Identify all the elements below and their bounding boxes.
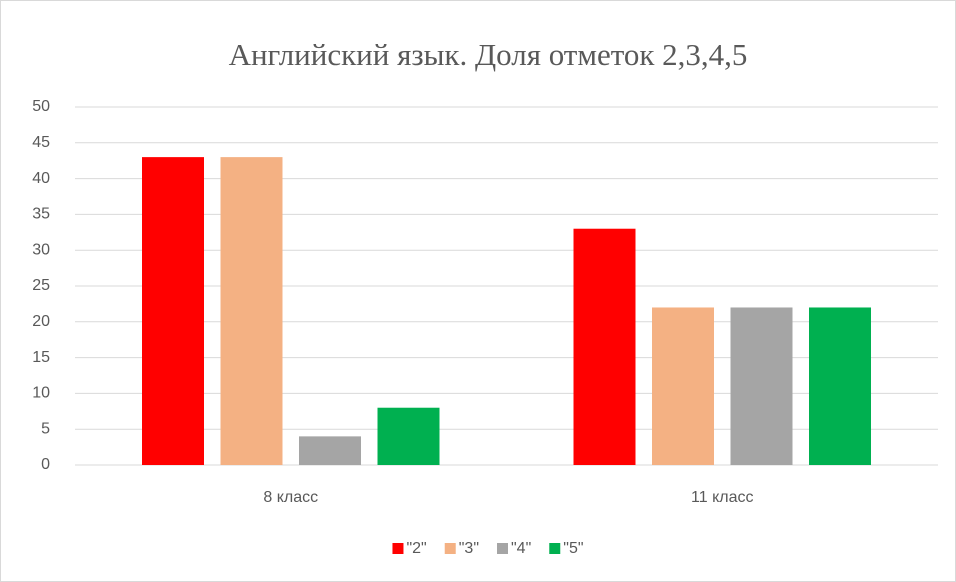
y-tick-label: 30	[32, 241, 50, 258]
bar	[573, 228, 636, 465]
y-tick-label: 45	[32, 134, 50, 151]
bar	[142, 157, 204, 465]
y-tick-label: 35	[32, 206, 50, 223]
y-tick-label: 5	[41, 420, 50, 437]
y-tick-label: 15	[32, 349, 50, 366]
bar	[652, 307, 714, 465]
legend-swatch	[497, 543, 508, 554]
legend-label: "4"	[511, 540, 531, 557]
legend-label: "3"	[459, 540, 479, 557]
y-tick-label: 0	[41, 456, 50, 473]
bar	[299, 436, 361, 465]
y-tick-label: 40	[32, 170, 50, 187]
bar	[730, 307, 793, 465]
x-tick-label: 11 класс	[691, 489, 753, 506]
y-tick-label: 25	[32, 277, 50, 294]
chart-title: Английский язык. Доля отметок 2,3,4,5	[229, 37, 748, 72]
legend-swatch	[444, 543, 456, 554]
y-tick-label: 50	[32, 98, 50, 115]
legend-swatch	[392, 543, 404, 554]
bar	[377, 407, 440, 465]
bar	[809, 307, 871, 465]
legend-label: "2"	[406, 540, 426, 557]
y-tick-label: 20	[32, 313, 50, 330]
bar	[220, 157, 283, 465]
y-tick-label: 10	[32, 385, 50, 402]
legend-swatch	[549, 543, 561, 554]
legend-label: "5"	[563, 540, 583, 557]
x-tick-label: 8 класс	[263, 489, 318, 506]
